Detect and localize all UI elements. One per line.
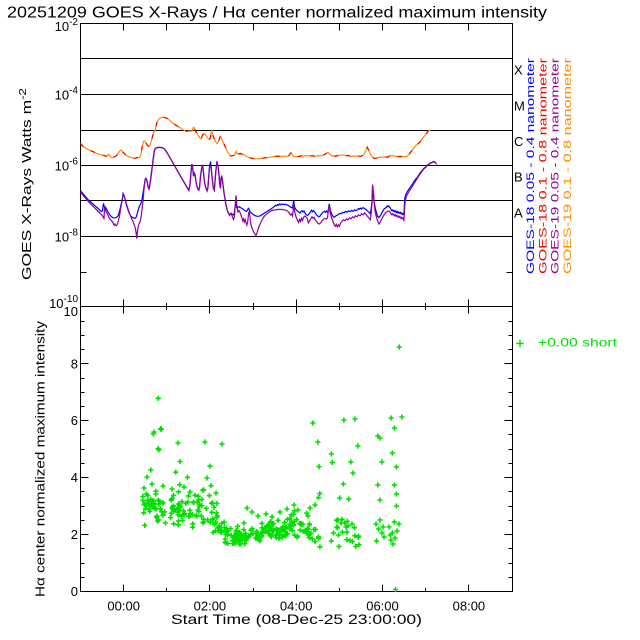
- svg-text:B: B: [514, 170, 523, 185]
- svg-text:GOES-18 0.05 - 0.4 nanometer: GOES-18 0.05 - 0.4 nanometer: [525, 58, 537, 274]
- svg-text:10: 10: [64, 304, 78, 319]
- svg-text:X: X: [514, 63, 523, 78]
- svg-text:GOES-19 0.05 - 0.4 nanometer: GOES-19 0.05 - 0.4 nanometer: [550, 58, 562, 274]
- svg-text:00:00: 00:00: [107, 599, 140, 614]
- svg-text:GOES-18 0.1 - 0.8 nanometer: GOES-18 0.1 - 0.8 nanometer: [537, 58, 549, 274]
- svg-text:GOES X-Rays Watts m-2: GOES X-Rays Watts m-2: [18, 87, 34, 280]
- svg-text:Start Time (08-Dec-25 23:00:00: Start Time (08-Dec-25 23:00:00): [171, 612, 422, 627]
- svg-text:8: 8: [71, 356, 78, 371]
- svg-text:02:00: 02:00: [194, 599, 227, 614]
- svg-text:08:00: 08:00: [453, 599, 486, 614]
- svg-text:Hα center normalized maximum i: Hα center normalized maximum intensity: [33, 320, 48, 597]
- svg-text:4: 4: [71, 470, 78, 485]
- svg-text:GOES-19 0.1 - 0.8 nanometer: GOES-19 0.1 - 0.8 nanometer: [562, 58, 574, 274]
- svg-text:C: C: [514, 134, 523, 149]
- svg-text:+0.00 short: +0.00 short: [538, 336, 618, 350]
- svg-text:06:00: 06:00: [366, 599, 399, 614]
- svg-text:A: A: [514, 206, 523, 221]
- svg-text:2: 2: [71, 527, 78, 542]
- svg-text:20251209 GOES X-Rays / Hα cent: 20251209 GOES X-Rays / Hα center normali…: [7, 5, 547, 22]
- svg-text:6: 6: [71, 413, 78, 428]
- svg-text:04:00: 04:00: [280, 599, 313, 614]
- svg-text:M: M: [514, 99, 525, 114]
- svg-text:0: 0: [71, 584, 78, 599]
